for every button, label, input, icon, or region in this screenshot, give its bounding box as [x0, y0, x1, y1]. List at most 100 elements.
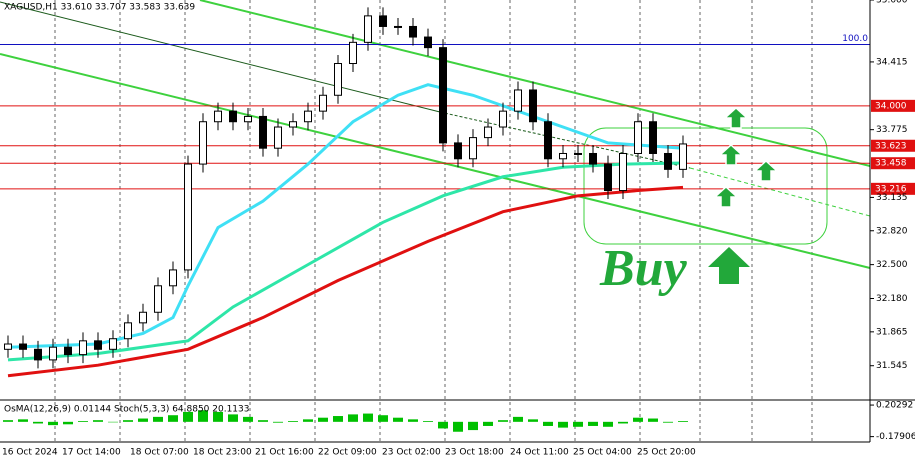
osc-bar: [678, 421, 688, 422]
zone-box: [583, 127, 828, 245]
trend-line: [439, 111, 691, 169]
osc-bar: [543, 421, 553, 426]
candle-body: [169, 269, 177, 287]
y-tick-label: 32.180: [876, 294, 908, 304]
candle-body: [559, 152, 567, 160]
osc-bar: [78, 421, 88, 422]
candle-body: [529, 89, 537, 123]
level-box: [871, 99, 915, 112]
candle-body: [4, 343, 12, 350]
candle-body: [364, 15, 372, 43]
levels: 34.000 33.623 33.458 33.216 100.0: [0, 34, 915, 195]
osc-bar: [243, 416, 253, 422]
osc-bar: [303, 419, 313, 422]
candle-body: [109, 338, 117, 350]
osc-bar: [453, 421, 463, 432]
osc-bar: [318, 417, 328, 422]
osc-bar: [108, 421, 118, 423]
x-tick-label: 25 Oct 20:00: [637, 448, 696, 458]
candle-body: [679, 143, 687, 170]
candle-body: [544, 121, 552, 160]
osc-bar: [168, 415, 178, 422]
candle-body: [154, 285, 162, 313]
level-label: 33.623: [875, 141, 907, 151]
y-tick-label: 33.135: [876, 193, 908, 203]
osc-bar: [333, 416, 343, 422]
oscillator-label: OsMA(12,26,9) 0.01144 Stoch(5,3,3) 64.88…: [4, 405, 250, 415]
osc-bar: [48, 421, 58, 426]
y-tick-label: 33.775: [876, 125, 908, 135]
arrow-up: [753, 159, 779, 182]
osc-bar: [633, 417, 643, 422]
ma-line: [7, 83, 684, 349]
candle-body: [394, 25, 402, 28]
osc-bar: [183, 411, 193, 422]
arrow-up: [713, 185, 739, 208]
x-tick-label: 22 Oct 09:00: [318, 448, 377, 458]
x-tick-label: 25 Oct 04:00: [573, 448, 632, 458]
osc-bar: [348, 414, 358, 422]
trend-line: [0, 1, 441, 113]
candle-body: [184, 163, 192, 271]
candle-body: [229, 110, 237, 123]
x-tick-label: 16 Oct 2024: [2, 448, 58, 458]
osc-bar: [528, 419, 538, 422]
arrow-up: [718, 143, 744, 166]
candle-body: [199, 121, 207, 165]
osc-bar: [513, 416, 523, 422]
candle-body: [409, 25, 417, 38]
osc-bar: [573, 421, 583, 427]
candle-body: [79, 340, 87, 356]
osc-bar: [3, 420, 13, 422]
candle-body: [379, 15, 387, 27]
x-tick-label: 18 Oct 07:00: [130, 448, 189, 458]
osc-bar: [258, 420, 268, 422]
trend-line: [689, 167, 871, 217]
ma-line: [7, 161, 684, 362]
candle-body: [304, 110, 312, 123]
osc-bar: [603, 421, 613, 427]
y-tick-label: 32.820: [876, 226, 908, 236]
osc-bar: [423, 421, 433, 422]
osc-bar: [63, 421, 73, 425]
osc-bar: [498, 420, 508, 422]
oscillator: 0.20292 -0.17906: [3, 401, 915, 442]
level-box: [871, 182, 915, 195]
osc-bar: [408, 419, 418, 422]
candle-body: [664, 152, 672, 170]
channel-line: [0, 53, 871, 269]
osc-bar: [363, 413, 373, 422]
candle-body: [289, 121, 297, 128]
candle-body: [424, 36, 432, 49]
osc-bar: [618, 421, 628, 424]
arrows: [708, 106, 779, 284]
osc-bar: [153, 416, 163, 422]
candle-body: [94, 340, 102, 350]
candle-body: [214, 110, 222, 123]
osc-bar: [33, 421, 43, 424]
candle-body: [649, 121, 657, 154]
candle-body: [484, 126, 492, 139]
osc-bar: [228, 414, 238, 422]
osc-bar: [198, 410, 208, 422]
candle-body: [499, 110, 507, 128]
candle-body: [349, 41, 357, 65]
y-tick-label: 34.415: [876, 57, 908, 67]
osc-bar: [648, 418, 658, 422]
candle-body: [334, 63, 342, 96]
candle-body: [619, 152, 627, 192]
arrow-up-large: [708, 247, 750, 284]
candle-body: [634, 121, 642, 154]
candle-body: [64, 346, 72, 356]
candle-body: [589, 152, 597, 165]
y-tick-label: 31.865: [876, 327, 908, 337]
candle-body: [319, 94, 327, 112]
candle-body: [19, 343, 27, 350]
candle-body: [124, 322, 132, 340]
level-box: [871, 157, 915, 170]
osc-bar: [438, 421, 448, 429]
candle-body: [439, 47, 447, 144]
x-tick-label: 18 Oct 23:00: [193, 448, 252, 458]
osc-bar: [273, 421, 283, 423]
